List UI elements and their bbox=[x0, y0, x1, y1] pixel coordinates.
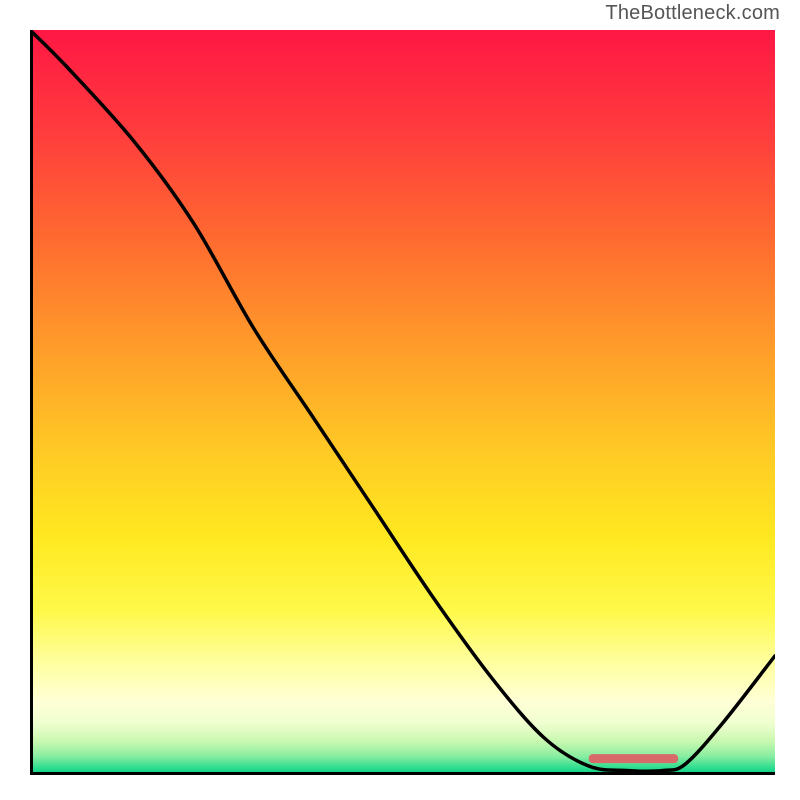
optimal-range-bar bbox=[589, 754, 678, 763]
chart-svg bbox=[30, 30, 775, 775]
chart-background bbox=[30, 30, 775, 775]
watermark-text: TheBottleneck.com bbox=[605, 2, 780, 25]
bottleneck-chart bbox=[30, 30, 775, 775]
